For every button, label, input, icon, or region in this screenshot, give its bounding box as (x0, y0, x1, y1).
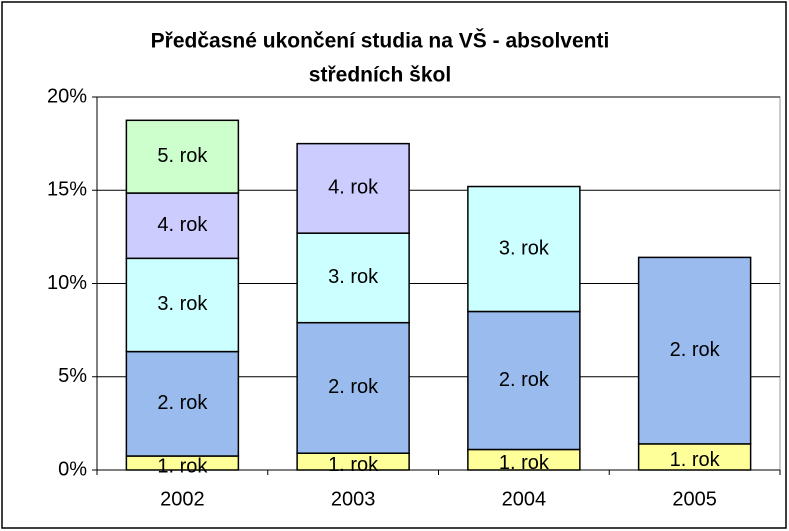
x-tick-label: 2003 (331, 488, 376, 510)
y-tick-label: 0% (58, 458, 87, 480)
bar-segment (125, 119, 240, 194)
segment-label: 2. rok (499, 369, 550, 391)
bar-segment (467, 310, 581, 451)
bar-segment (125, 192, 240, 260)
bar-segment (637, 256, 752, 445)
y-tick-label: 10% (47, 272, 87, 294)
bar-segment (296, 321, 410, 454)
x-tick-label: 2002 (160, 488, 205, 510)
chart-title: Předčasné ukončení studia na VŠ - absolv… (151, 29, 610, 53)
segment-label: 1. rok (157, 455, 208, 477)
x-tick-label: 2004 (502, 488, 547, 510)
bar-segment (296, 232, 410, 324)
bar-segment (467, 185, 581, 313)
bar-segment (125, 257, 240, 353)
segment-label: 3. rok (157, 293, 208, 315)
bar-segment (125, 350, 240, 457)
x-tick-label: 2005 (672, 488, 717, 510)
segment-label: 4. rok (328, 177, 379, 199)
segment-label: 2. rok (157, 392, 208, 414)
y-tick-label: 20% (47, 85, 87, 107)
segment-label: 1. rok (670, 449, 721, 471)
bar-segment (296, 142, 410, 234)
segment-label: 4. rok (157, 214, 208, 236)
segment-label: 5. rok (157, 145, 208, 167)
segment-label: 2. rok (328, 376, 379, 398)
segment-label: 2. rok (670, 339, 721, 361)
bar-segment (637, 443, 752, 471)
chart-title: středních škol (309, 64, 451, 87)
segment-label: 3. rok (328, 266, 379, 288)
segment-label: 1. rok (328, 454, 379, 476)
segment-label: 3. rok (499, 237, 550, 259)
y-tick-label: 15% (47, 179, 87, 201)
segment-label: 1. rok (499, 452, 550, 474)
y-tick-label: 5% (58, 365, 87, 387)
